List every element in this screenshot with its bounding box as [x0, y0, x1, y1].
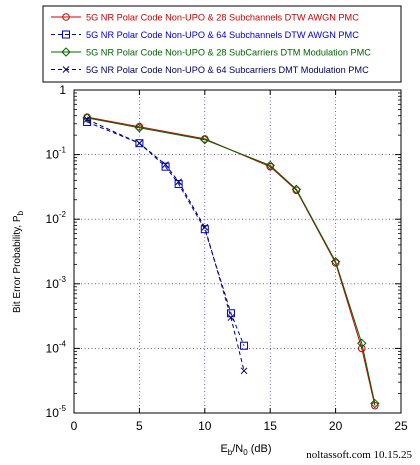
x-marker — [83, 116, 91, 123]
diamond-marker — [291, 184, 302, 195]
x-marker-stroke — [83, 116, 91, 123]
square-marker — [62, 30, 70, 39]
diamond-marker — [330, 256, 341, 267]
plot-background — [74, 90, 401, 413]
legend-item: 5G NR Polar Code Non-UPO & 28 SubCarrier… — [51, 47, 371, 58]
grid-lines — [74, 90, 401, 413]
y-axis-label: Bit Error Probability, Pb — [12, 210, 25, 313]
y-tick-label: 10-1 — [46, 146, 67, 162]
x-tick-label: 20 — [329, 419, 343, 433]
legend-box — [42, 5, 402, 83]
x-tick-label: 0 — [71, 419, 78, 433]
y-tick-label: 10-5 — [46, 404, 67, 420]
legend-label: 5G NR Polar Code Non-UPO & 64 Subcarrier… — [86, 65, 369, 75]
y-tick-label: 1 — [59, 83, 66, 97]
x-tick-label: 10 — [198, 419, 212, 433]
x-marker — [227, 314, 235, 321]
x-marker-stroke — [162, 161, 169, 168]
x-marker-stroke — [240, 367, 248, 375]
x-axis-label: Eb/N0 (dB) — [220, 443, 271, 457]
square-marker — [200, 225, 209, 234]
x-tick-label: 5 — [136, 419, 143, 433]
legend-item: 5G NR Polar Code Non-UPO & 64 Subcarrier… — [51, 65, 369, 75]
diamond-marker — [265, 160, 275, 171]
axes: 0 5 10 15 20 25 1 10-1 10-2 10-3 10-4 10-5 — [46, 83, 408, 433]
diamond-marker — [61, 47, 71, 57]
x-marker — [175, 178, 182, 186]
y-tick-label: 10-3 — [46, 275, 67, 291]
series-line — [86, 117, 376, 404]
x-marker-stroke — [201, 223, 209, 231]
x-marker — [162, 161, 169, 168]
x-marker-stroke — [227, 314, 235, 321]
x-marker-stroke — [62, 66, 70, 73]
legend-label: 5G NR Polar Code Non-UPO & 28 Subchannel… — [86, 13, 359, 23]
credit-text: noltassoft.com 10.15.25 — [306, 449, 412, 461]
x-tick-label: 15 — [264, 419, 278, 433]
y-tick-label: 10-4 — [46, 339, 67, 355]
series-line — [86, 116, 376, 406]
x-marker — [136, 139, 143, 147]
diamond-marker — [357, 338, 367, 348]
circle-marker — [62, 13, 70, 21]
square-marker — [161, 162, 170, 171]
diamond-marker — [370, 398, 380, 409]
x-marker — [62, 66, 70, 73]
x-marker-stroke — [136, 139, 143, 147]
diamond-marker — [200, 135, 210, 145]
x-marker — [201, 223, 209, 231]
x-tick-label: 25 — [394, 419, 408, 433]
square-marker — [226, 309, 235, 318]
plot-area — [74, 90, 401, 413]
series-4 — [83, 116, 248, 375]
square-marker — [135, 139, 144, 148]
square-marker — [240, 341, 249, 350]
square-marker — [174, 180, 183, 189]
legend-item: 5G NR Polar Code Non-UPO & 28 Subchannel… — [51, 13, 359, 23]
plot-border — [73, 89, 402, 414]
square-marker — [83, 117, 92, 126]
x-marker — [240, 367, 248, 375]
legend-label: 5G NR Polar Code Non-UPO & 28 SubCarrier… — [86, 48, 371, 58]
legend: 5G NR Polar Code Non-UPO & 28 Subchannel… — [42, 5, 402, 83]
legend-label: 5G NR Polar Code Non-UPO & 64 Subchannel… — [86, 30, 359, 40]
diamond-marker — [134, 123, 145, 133]
legend-item: 5G NR Polar Code Non-UPO & 64 Subchannel… — [51, 30, 359, 40]
series-layer — [82, 113, 380, 410]
x-marker-stroke — [175, 178, 182, 186]
y-tick-label: 10-2 — [46, 210, 67, 226]
